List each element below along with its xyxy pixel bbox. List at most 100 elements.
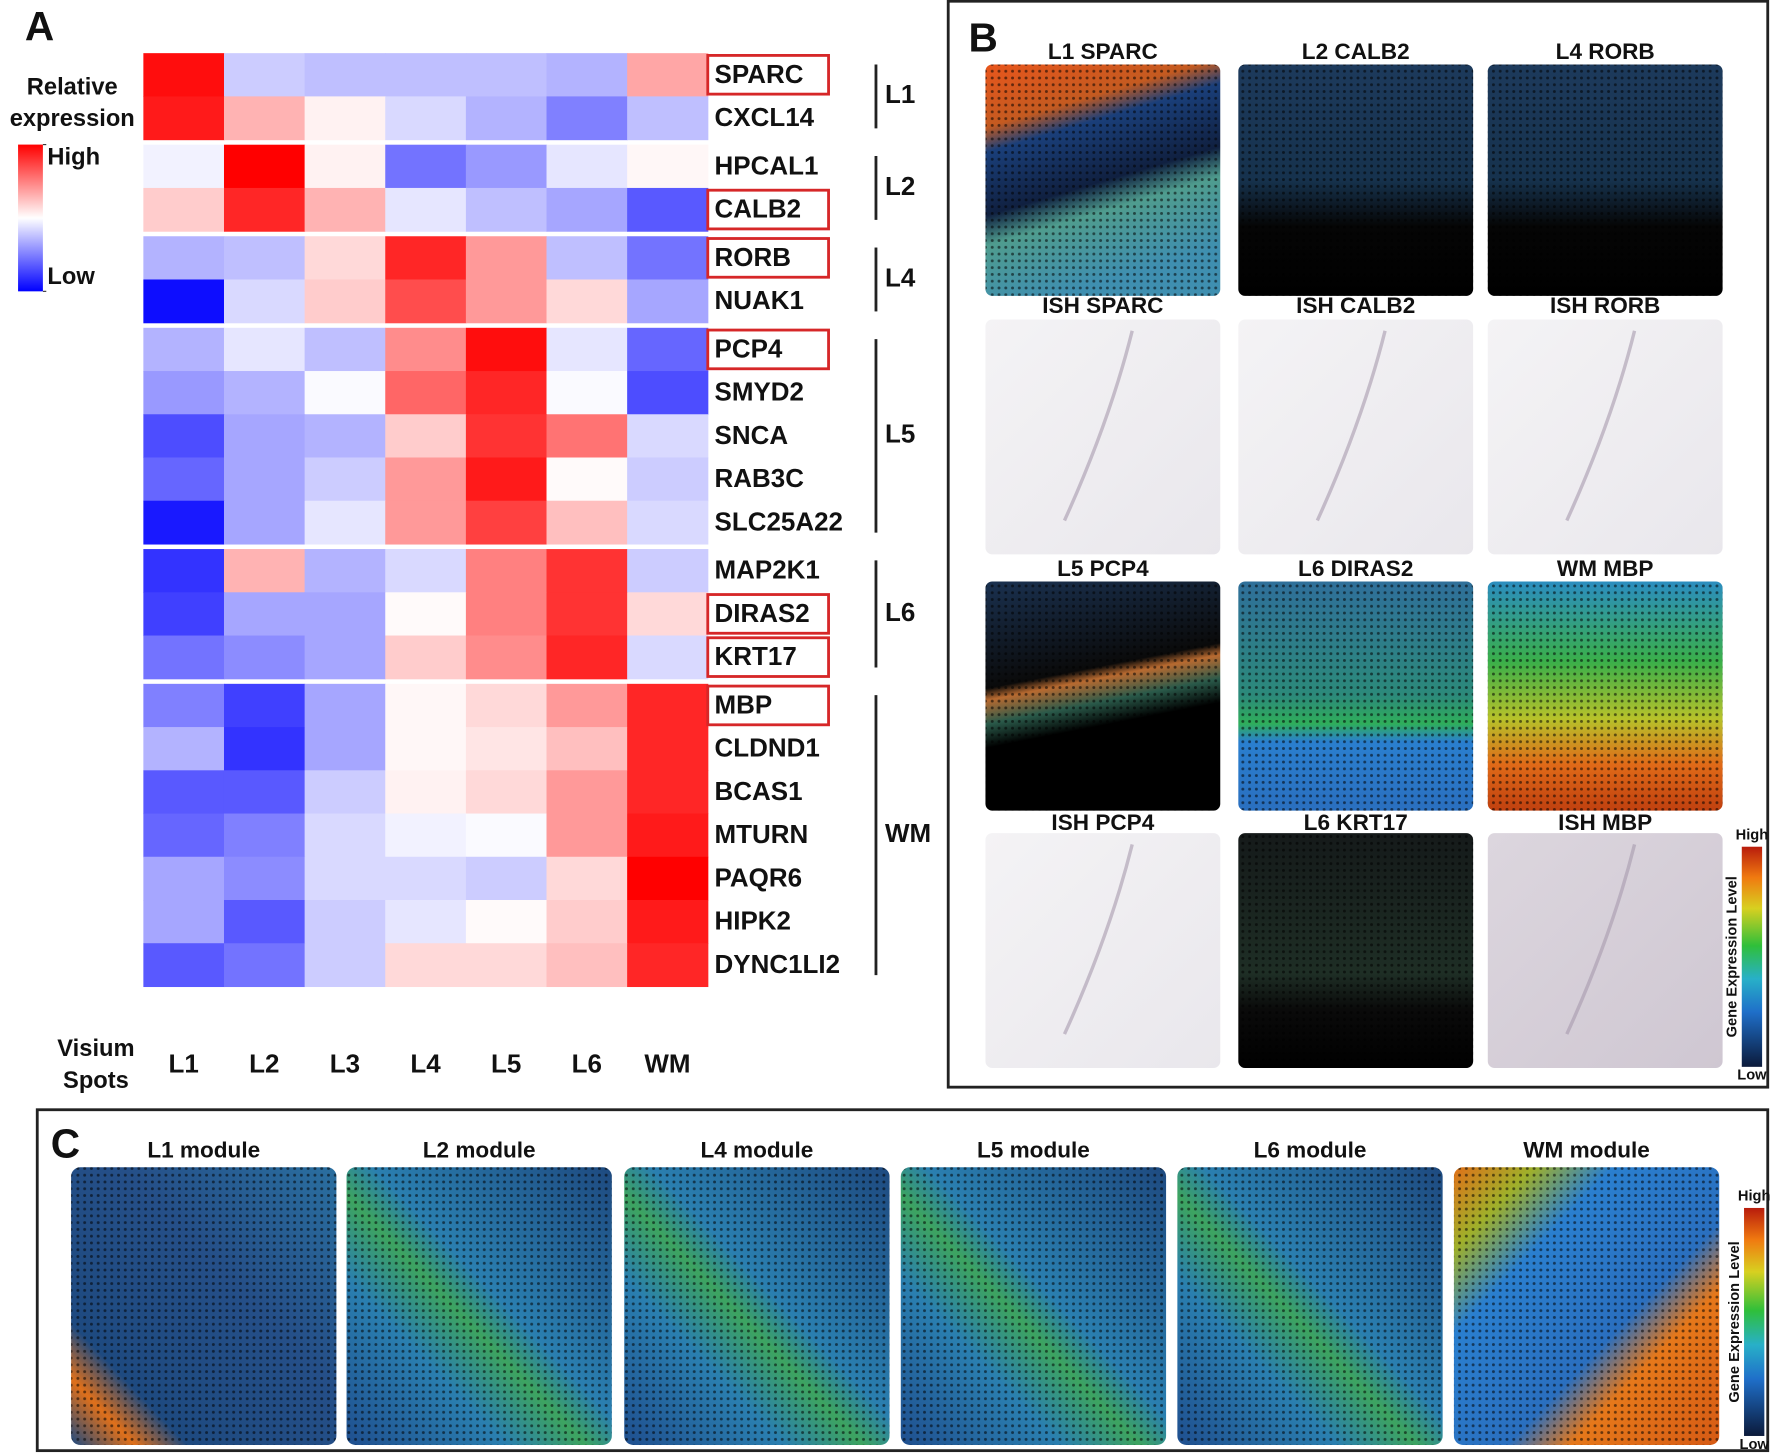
heatmap-cell — [223, 279, 306, 324]
heatmap-cell — [223, 635, 306, 680]
heatmap-cell — [143, 727, 225, 771]
gene-label: SMYD2 — [715, 377, 804, 407]
heatmap-cell — [143, 96, 225, 141]
panel-frame — [35, 1108, 1770, 1453]
heatmap-cell — [143, 900, 225, 944]
heatmap-cell — [223, 683, 306, 728]
gene-label: MAP2K1 — [715, 555, 820, 585]
heatmap-cell — [223, 900, 306, 944]
colorbar — [1741, 846, 1763, 1067]
image-title: L2 CALB2 — [1302, 39, 1410, 64]
spot-texture — [985, 581, 1221, 811]
panel-c: L1 module L2 module L4 module L5 module L6 m… — [71, 1137, 1770, 1453]
heatmap-cell — [223, 943, 306, 988]
colorbar-label: Low — [1737, 1068, 1767, 1084]
heatmap-cell — [304, 727, 386, 771]
heatmap-cell — [304, 500, 386, 545]
heatmap-cell — [546, 457, 628, 502]
tissue-image — [985, 319, 1221, 555]
gene-label: BCAS1 — [715, 776, 803, 806]
heatmap-cell — [385, 236, 467, 281]
gene-highlight — [706, 54, 830, 96]
gene-label: MTURN — [715, 819, 809, 849]
heatmap-cell — [223, 96, 306, 141]
heatmap-cell — [304, 371, 386, 415]
panel-label: A — [25, 3, 54, 49]
heatmap-cell — [546, 549, 628, 593]
ish-stain — [1062, 844, 1134, 1035]
heatmap-cell — [546, 236, 628, 281]
heatmap-cell — [627, 327, 709, 372]
heatmap-cell — [143, 683, 225, 728]
image-title: L4 RORB — [1556, 39, 1655, 64]
heatmap-cell — [627, 414, 709, 459]
ish-stain — [1565, 844, 1637, 1035]
heatmap-cell — [304, 856, 386, 901]
heatmap-cell — [143, 371, 225, 415]
heatmap-cell — [546, 683, 628, 728]
image-title: L1 SPARC — [1048, 39, 1158, 64]
colorbar — [18, 144, 43, 292]
heatmap-cell — [465, 96, 548, 141]
heatmap-cell — [627, 900, 709, 944]
panel-label: B — [969, 14, 998, 60]
spot-texture — [346, 1167, 612, 1445]
tissue-image — [1238, 319, 1474, 555]
gene-label: NUAK1 — [715, 285, 804, 315]
heatmap-cell — [143, 327, 225, 372]
heatmap-cell — [465, 279, 548, 324]
heatmap-cell — [546, 53, 628, 97]
gene-label: RORB — [715, 242, 791, 272]
heatmap-cell — [223, 500, 306, 545]
module-title: WM module — [1523, 1137, 1650, 1162]
heatmap-cell — [546, 592, 628, 637]
heatmap-cell — [546, 96, 628, 141]
heatmap-cell — [143, 943, 225, 988]
heatmap-cell — [546, 279, 628, 324]
gene-highlight — [706, 237, 830, 279]
spot-texture — [1453, 1167, 1720, 1445]
heatmap-cell — [304, 635, 386, 680]
heatmap-cell — [627, 727, 709, 771]
spot-texture — [1238, 833, 1474, 1068]
module-title: L6 module — [1254, 1137, 1367, 1162]
gene-label: PAQR6 — [715, 862, 803, 892]
gene-highlight — [706, 328, 830, 371]
heatmap-cell — [304, 943, 386, 988]
heatmap-cell — [143, 457, 225, 502]
panel-frame — [946, 0, 1770, 1089]
heatmap-cell — [223, 144, 306, 189]
heatmap-cell — [627, 457, 709, 502]
group-label: L4 — [885, 262, 916, 292]
tissue-image — [1487, 319, 1723, 555]
gene-label: SNCA — [715, 420, 789, 450]
heatmap-cell — [304, 770, 386, 815]
spot-texture — [1487, 581, 1723, 811]
heatmap-cell — [143, 236, 225, 281]
group-label: L6 — [885, 597, 915, 627]
gene-label: DYNC1LI2 — [715, 949, 840, 979]
heatmap-cell — [304, 414, 386, 459]
heatmap-cell — [627, 53, 709, 97]
heatmap-cell — [304, 53, 386, 97]
heatmap-cell — [143, 856, 225, 901]
heatmap-cell — [385, 592, 467, 637]
heatmap-cell — [304, 187, 386, 232]
ish-stain — [1062, 330, 1134, 522]
heatmap-cell — [304, 683, 386, 728]
heatmap-cell — [627, 144, 709, 189]
image-title: L5 PCP4 — [1057, 556, 1149, 581]
spot-texture — [1238, 64, 1474, 296]
heatmap-cell — [385, 96, 467, 141]
tissue-image — [985, 833, 1221, 1068]
spot-texture — [985, 64, 1221, 296]
heatmap-cell — [143, 770, 225, 815]
heatmap-cell — [223, 187, 306, 232]
gene-label: PCP4 — [715, 333, 783, 363]
x-tick-label: L6 — [572, 1049, 602, 1079]
gene-highlight — [706, 188, 830, 231]
heatmap-cell — [627, 592, 709, 637]
heatmap-cell — [627, 683, 709, 728]
